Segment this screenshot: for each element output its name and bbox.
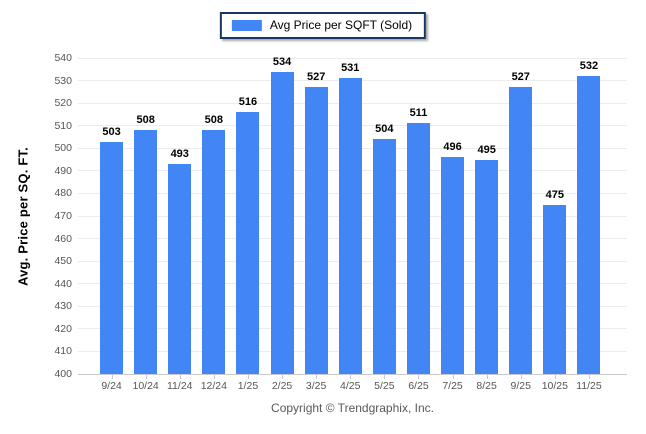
bar xyxy=(406,123,430,374)
bar xyxy=(270,71,294,374)
bar-value-label: 493 xyxy=(170,148,189,161)
axis-tick xyxy=(520,375,522,379)
axis-tick xyxy=(282,375,284,379)
bar-value-label: 508 xyxy=(136,114,155,127)
bar-value-label: 504 xyxy=(375,123,394,136)
axis-tick xyxy=(247,375,249,379)
bar xyxy=(100,141,124,374)
bar-value-label: 516 xyxy=(238,96,258,109)
y-tick-label: 520 xyxy=(54,97,72,110)
y-tick-label: 430 xyxy=(54,300,72,313)
bar xyxy=(304,87,328,374)
axis-tick xyxy=(179,375,181,379)
bar xyxy=(475,159,499,374)
y-tick-label: 450 xyxy=(54,255,72,268)
legend-swatch-icon xyxy=(231,19,262,31)
x-axis-line xyxy=(78,374,627,375)
bar xyxy=(168,164,192,374)
y-tick-label: 480 xyxy=(54,187,72,200)
bar-value-label: 511 xyxy=(409,107,428,120)
y-tick-label: 490 xyxy=(54,164,72,177)
axis-tick xyxy=(486,375,488,379)
axis-tick xyxy=(418,375,420,379)
bar-value-label: 508 xyxy=(204,114,224,127)
x-tick-label: 5/25 xyxy=(374,380,395,392)
x-tick-label: 10/24 xyxy=(132,380,159,392)
copyright-text: Copyright © Trendgraphix, Inc. xyxy=(271,401,434,415)
bar xyxy=(202,130,226,374)
bar-value-label: 532 xyxy=(579,60,599,73)
bar xyxy=(338,78,362,374)
axis-tick xyxy=(111,375,113,379)
bar-value-label: 496 xyxy=(443,141,462,154)
y-tick-label: 440 xyxy=(54,277,72,290)
bar xyxy=(134,130,158,374)
x-tick-label: 7/25 xyxy=(442,380,463,392)
y-tick-label: 500 xyxy=(54,142,72,155)
axis-tick xyxy=(452,375,454,379)
x-tick-label: 12/24 xyxy=(200,380,227,392)
y-tick-label: 410 xyxy=(54,345,72,358)
x-tick-label: 8/25 xyxy=(476,380,497,392)
x-tick-label: 6/25 xyxy=(408,380,429,392)
axis-tick xyxy=(384,375,386,379)
y-tick-label: 400 xyxy=(54,368,72,380)
bar xyxy=(509,87,533,374)
x-tick-label: 4/25 xyxy=(340,380,361,392)
y-tick-label: 460 xyxy=(54,232,72,245)
y-tick-label: 540 xyxy=(54,52,72,64)
bar-value-label: 503 xyxy=(102,125,121,138)
x-tick-label: 3/25 xyxy=(305,380,327,392)
axis-tick xyxy=(588,375,590,379)
x-tick-label: 11/24 xyxy=(167,380,193,392)
bar-value-label: 527 xyxy=(306,71,326,84)
bar-value-label: 495 xyxy=(477,143,496,156)
y-tick-label: 510 xyxy=(54,119,72,132)
bar-value-label: 534 xyxy=(272,55,292,68)
legend-label: Avg Price per SQFT (Sold) xyxy=(269,18,413,32)
y-tick-label: 530 xyxy=(54,74,72,87)
x-tick-label: 10/25 xyxy=(541,380,568,392)
legend: Avg Price per SQFT (Sold) xyxy=(219,12,427,39)
axis-tick xyxy=(145,375,147,379)
axis-tick xyxy=(213,375,215,379)
x-tick-label: 1/25 xyxy=(237,380,259,392)
x-tick-label: 9/25 xyxy=(510,380,531,392)
gridline xyxy=(78,57,627,59)
y-tick-label: 470 xyxy=(54,210,72,222)
bar xyxy=(577,76,601,374)
x-tick-label: 9/24 xyxy=(101,380,122,392)
axis-tick xyxy=(350,375,352,379)
bar-value-label: 475 xyxy=(545,188,565,201)
y-tick-label: 420 xyxy=(54,322,72,335)
x-tick-label: 11/25 xyxy=(576,380,602,392)
bar-value-label: 531 xyxy=(341,62,360,75)
axis-tick xyxy=(316,375,318,379)
x-tick-label: 2/25 xyxy=(271,380,293,392)
bar-value-label: 527 xyxy=(511,71,530,84)
bar xyxy=(236,112,260,374)
bar xyxy=(543,204,567,374)
bar xyxy=(372,139,396,374)
bar xyxy=(441,157,465,374)
axis-tick xyxy=(554,375,556,379)
y-axis-title: Avg. Price per SQ. FT. xyxy=(15,147,31,287)
